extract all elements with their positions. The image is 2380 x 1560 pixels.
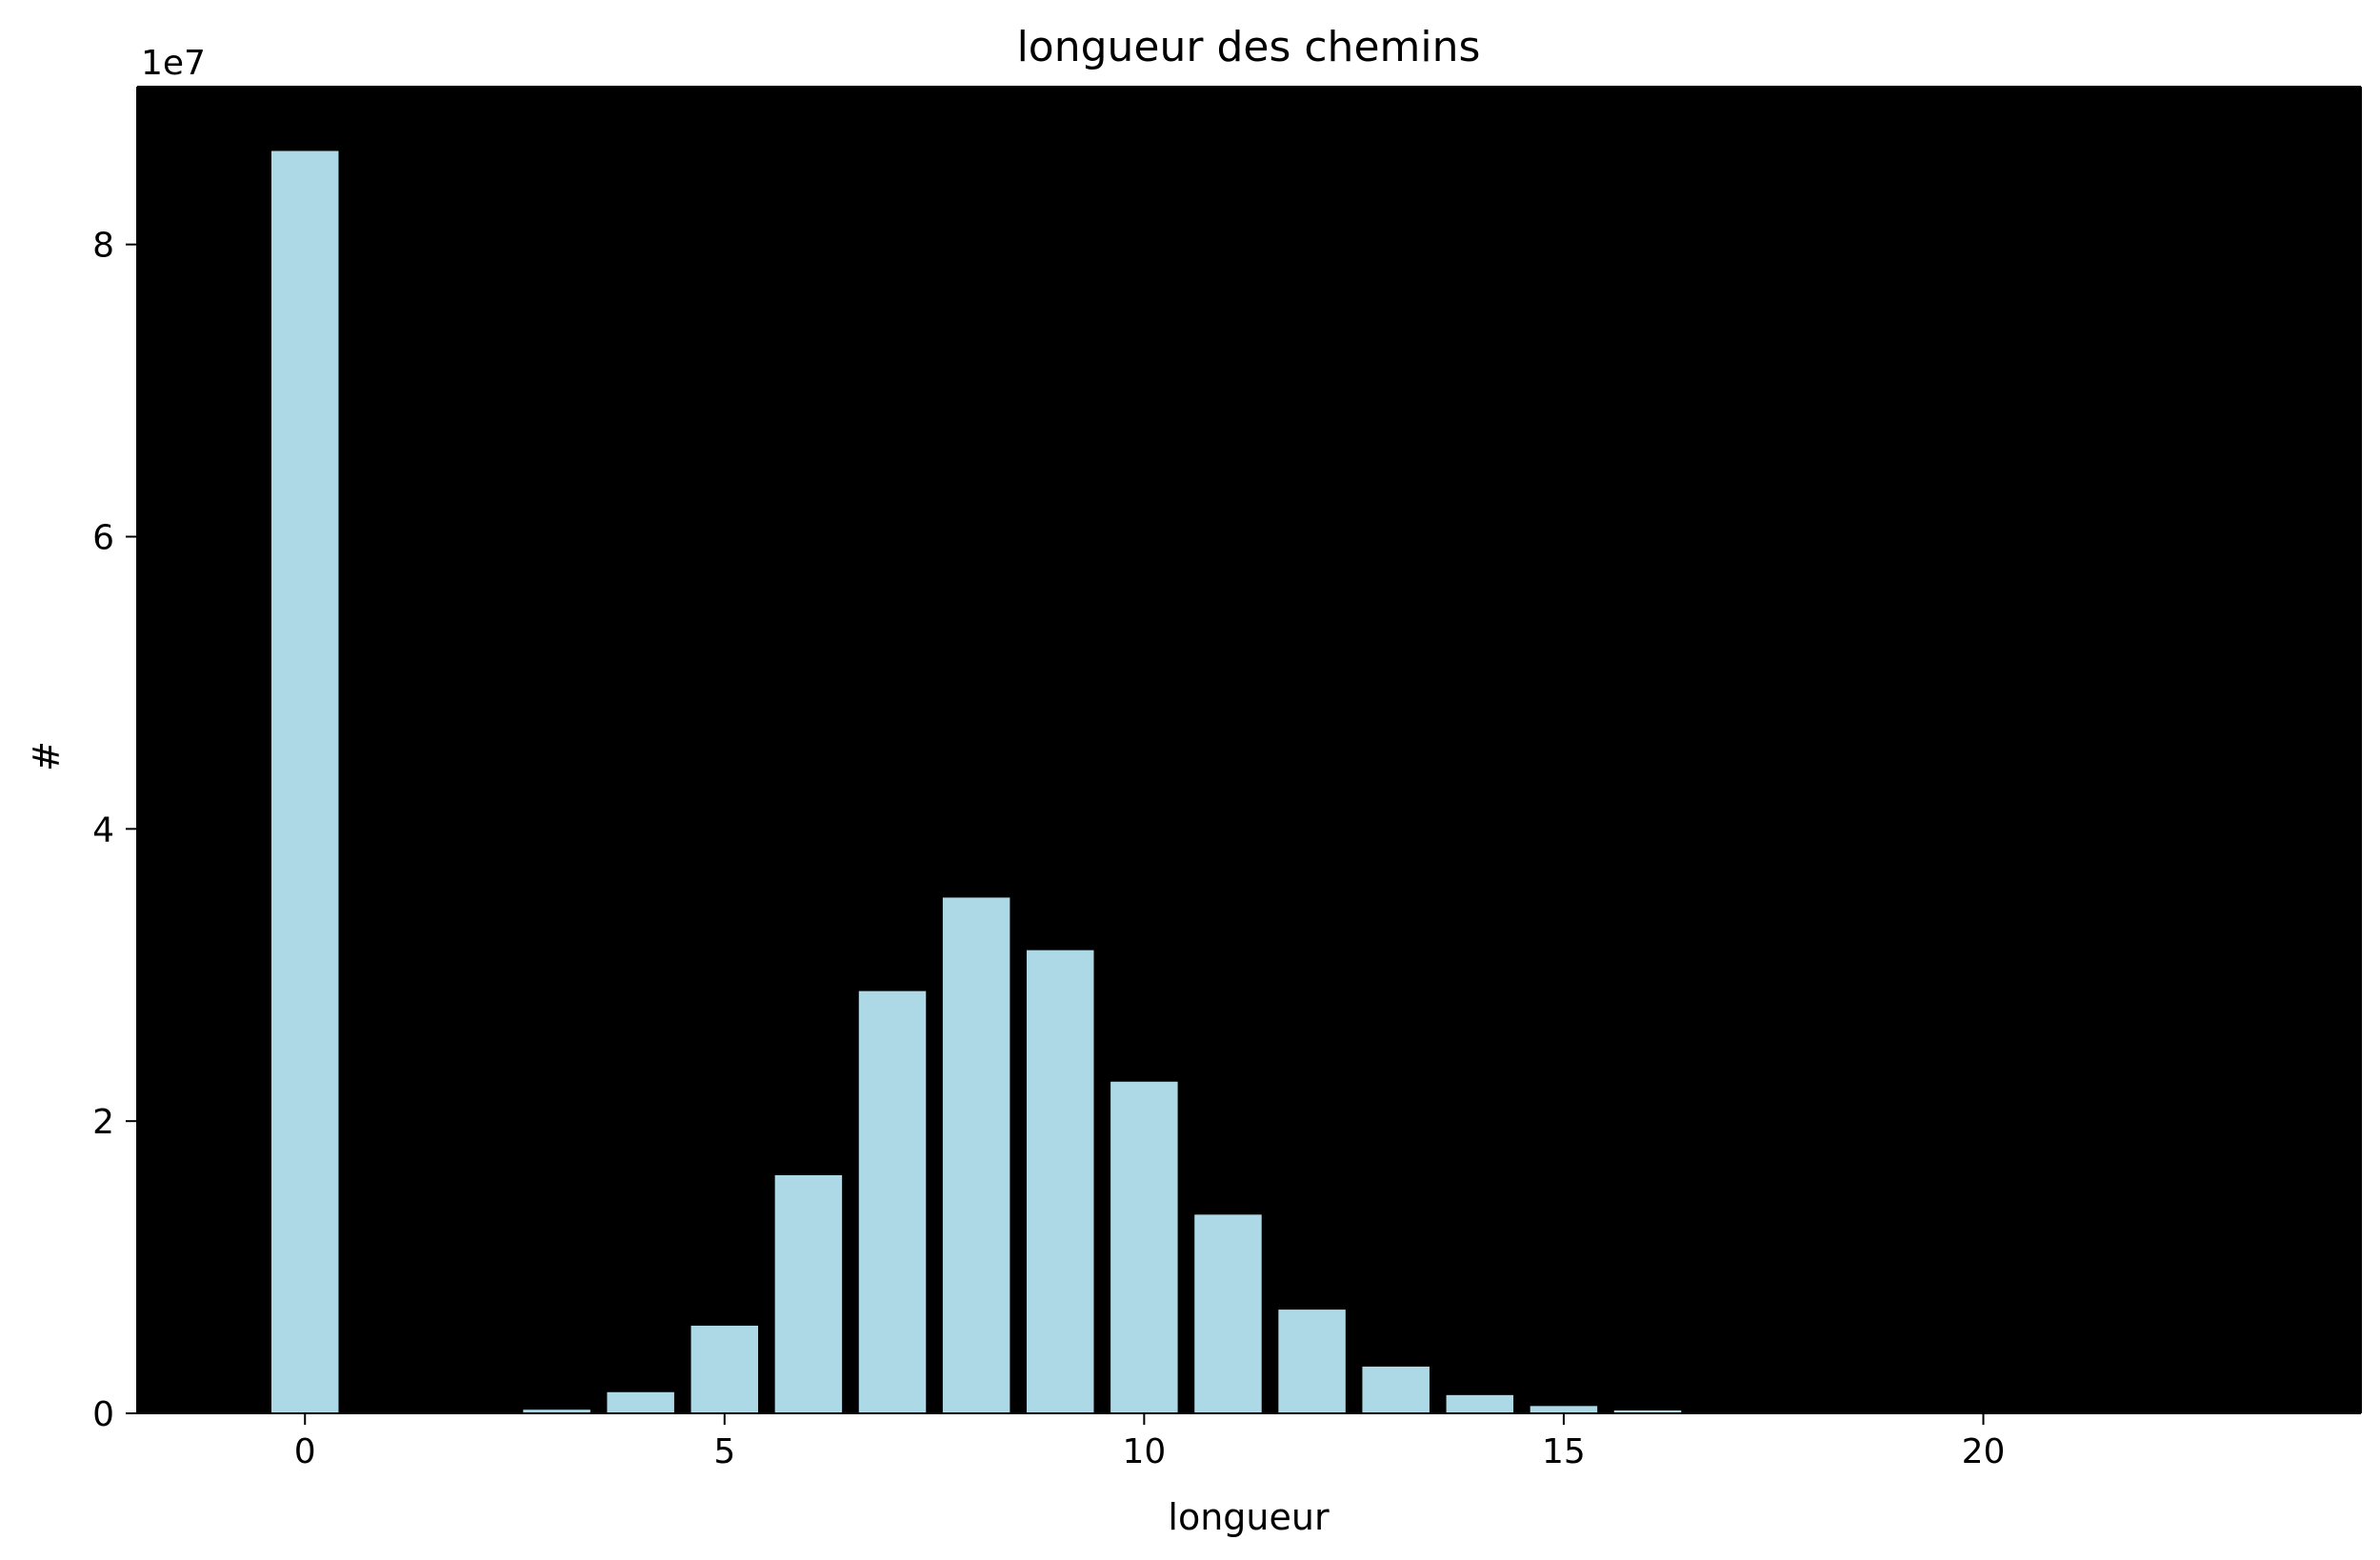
x-tick-label: 0 — [294, 1432, 316, 1471]
y-axis-ticks: 0 2 4 6 8 — [92, 227, 137, 1434]
bar-7 — [858, 990, 927, 1413]
bar-8 — [942, 897, 1010, 1413]
bar-9 — [1027, 950, 1094, 1413]
x-tick-label: 20 — [1962, 1432, 2006, 1471]
y-tick-label: 6 — [92, 519, 114, 558]
bar-4 — [607, 1391, 674, 1413]
bar-6 — [774, 1174, 843, 1413]
bar-0 — [270, 150, 339, 1413]
bar-12 — [1278, 1310, 1346, 1413]
y-tick-label: 4 — [92, 810, 114, 850]
y-tick-label: 2 — [92, 1103, 114, 1142]
bar-3 — [523, 1410, 590, 1413]
x-tick-label: 10 — [1122, 1432, 1166, 1471]
x-axis-label: longueur — [1168, 1496, 1330, 1538]
x-tick-label: 15 — [1542, 1432, 1586, 1471]
x-axis-ticks: 0 5 10 15 20 — [294, 1413, 2006, 1471]
y-tick-label: 0 — [92, 1395, 114, 1434]
y-offset-label: 1e7 — [141, 44, 206, 83]
chart-title: longueur des chemins — [1017, 23, 1481, 71]
bar-16 — [1613, 1410, 1682, 1413]
bar-13 — [1362, 1366, 1430, 1413]
bar-14 — [1446, 1394, 1514, 1413]
bar-11 — [1194, 1214, 1262, 1413]
bar-10 — [1110, 1081, 1178, 1413]
x-tick-label: 5 — [713, 1432, 735, 1471]
bars-group — [270, 150, 2270, 1413]
bar-5 — [690, 1325, 759, 1413]
y-tick-label: 8 — [92, 227, 114, 266]
plot-area — [137, 87, 2361, 1413]
y-axis-label: # — [26, 741, 68, 771]
bar-15 — [1530, 1406, 1598, 1413]
